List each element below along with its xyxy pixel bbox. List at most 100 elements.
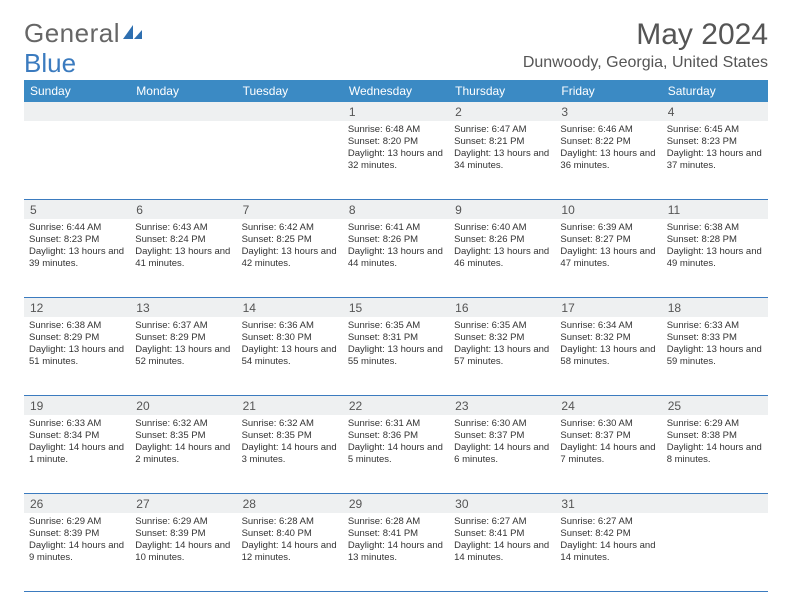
day-number: 17 bbox=[555, 298, 661, 317]
sunset-line: Sunset: 8:27 PM bbox=[560, 234, 656, 246]
day-number: 14 bbox=[237, 298, 343, 317]
sunrise-line: Sunrise: 6:29 AM bbox=[29, 516, 125, 528]
daynum-row: 262728293031 bbox=[24, 494, 768, 513]
day-cell: Sunrise: 6:30 AMSunset: 8:37 PMDaylight:… bbox=[555, 415, 661, 493]
daylight-line: Daylight: 13 hours and 49 minutes. bbox=[667, 246, 763, 270]
sunrise-line: Sunrise: 6:31 AM bbox=[348, 418, 444, 430]
sunrise-line: Sunrise: 6:38 AM bbox=[29, 320, 125, 332]
daynum-row: 567891011 bbox=[24, 200, 768, 219]
sunset-line: Sunset: 8:29 PM bbox=[135, 332, 231, 344]
sunrise-line: Sunrise: 6:36 AM bbox=[242, 320, 338, 332]
day-number: 8 bbox=[343, 200, 449, 219]
sunset-line: Sunset: 8:29 PM bbox=[29, 332, 125, 344]
sunset-line: Sunset: 8:30 PM bbox=[242, 332, 338, 344]
brand-logo: General bbox=[24, 18, 144, 49]
day-cell: Sunrise: 6:38 AMSunset: 8:28 PMDaylight:… bbox=[662, 219, 768, 297]
sunrise-line: Sunrise: 6:29 AM bbox=[667, 418, 763, 430]
day-number: 7 bbox=[237, 200, 343, 219]
daylight-line: Daylight: 13 hours and 52 minutes. bbox=[135, 344, 231, 368]
day-cell: Sunrise: 6:46 AMSunset: 8:22 PMDaylight:… bbox=[555, 121, 661, 199]
day-cell: Sunrise: 6:30 AMSunset: 8:37 PMDaylight:… bbox=[449, 415, 555, 493]
day-cell: Sunrise: 6:35 AMSunset: 8:32 PMDaylight:… bbox=[449, 317, 555, 395]
day-cell: Sunrise: 6:28 AMSunset: 8:41 PMDaylight:… bbox=[343, 513, 449, 591]
day-cell: Sunrise: 6:38 AMSunset: 8:29 PMDaylight:… bbox=[24, 317, 130, 395]
sunrise-line: Sunrise: 6:40 AM bbox=[454, 222, 550, 234]
daylight-line: Daylight: 14 hours and 14 minutes. bbox=[454, 540, 550, 564]
day-number: 11 bbox=[662, 200, 768, 219]
day-cell: Sunrise: 6:29 AMSunset: 8:39 PMDaylight:… bbox=[24, 513, 130, 591]
day-number: 15 bbox=[343, 298, 449, 317]
week-4: 262728293031 Sunrise: 6:29 AM Sunset: 8:39… bbox=[24, 494, 768, 592]
daylight-line: Daylight: 14 hours and 5 minutes. bbox=[348, 442, 444, 466]
sunset-line: Sunset: 8:41 PM bbox=[454, 528, 550, 540]
sunrise-line: Sunrise: 6:41 AM bbox=[348, 222, 444, 234]
day-cell: Sunrise: 6:43 AMSunset: 8:24 PMDaylight:… bbox=[130, 219, 236, 297]
daylight-line: Daylight: 14 hours and 6 minutes. bbox=[454, 442, 550, 466]
day-cell: Sunrise: 6:34 AMSunset: 8:32 PMDaylight:… bbox=[555, 317, 661, 395]
week-2: 12131415161718Sunrise: 6:38 AMSunset: 8:… bbox=[24, 298, 768, 396]
sunrise-line: Sunrise: 6:42 AM bbox=[242, 222, 338, 234]
daylight-line: Daylight: 14 hours and 9 minutes. bbox=[29, 540, 125, 564]
day-number: 16 bbox=[449, 298, 555, 317]
daynum-row: 12131415161718 bbox=[24, 298, 768, 317]
daylight-line: Daylight: 13 hours and 34 minutes. bbox=[454, 148, 550, 172]
day-number: 21 bbox=[237, 396, 343, 415]
day-cell: Sunrise: 6:48 AMSunset: 8:20 PMDaylight:… bbox=[343, 121, 449, 199]
dow-saturday: Saturday bbox=[662, 80, 768, 102]
day-cell: Sunrise: 6:47 AMSunset: 8:21 PMDaylight:… bbox=[449, 121, 555, 199]
day-cell: Sunrise: 6:32 AMSunset: 8:35 PMDaylight:… bbox=[130, 415, 236, 493]
day-number: 26 bbox=[24, 494, 130, 513]
day-cell: Sunrise: 6:42 AMSunset: 8:25 PMDaylight:… bbox=[237, 219, 343, 297]
daylight-line: Daylight: 13 hours and 39 minutes. bbox=[29, 246, 125, 270]
day-cell: Sunrise: 6:33 AMSunset: 8:33 PMDaylight:… bbox=[662, 317, 768, 395]
daylight-line: Daylight: 13 hours and 37 minutes. bbox=[667, 148, 763, 172]
daylight-line: Daylight: 13 hours and 32 minutes. bbox=[348, 148, 444, 172]
daylight-line: Daylight: 13 hours and 42 minutes. bbox=[242, 246, 338, 270]
title-block: May 2024 Dunwoody, Georgia, United State… bbox=[523, 18, 768, 72]
day-number: 29 bbox=[343, 494, 449, 513]
week-body: Sunrise: 6:29 AM Sunset: 8:39 PM Daylight:… bbox=[24, 513, 768, 592]
day-number bbox=[24, 102, 130, 121]
dow-sunday: Sunday bbox=[24, 80, 130, 102]
location-text: Dunwoody, Georgia, United States bbox=[523, 54, 768, 72]
sunrise-line: Sunrise: 6:39 AM bbox=[560, 222, 656, 234]
daylight-line: Daylight: 13 hours and 51 minutes. bbox=[29, 344, 125, 368]
daylight-line: Daylight: 13 hours and 57 minutes. bbox=[454, 344, 550, 368]
sunrise-line: Sunrise: 6:30 AM bbox=[454, 418, 550, 430]
day-number bbox=[237, 102, 343, 121]
sunset-line: Sunset: 8:39 PM bbox=[135, 528, 231, 540]
sunset-line: Sunset: 8:34 PM bbox=[29, 430, 125, 442]
sunrise-line: Sunrise: 6:28 AM bbox=[348, 516, 444, 528]
day-number: 12 bbox=[24, 298, 130, 317]
day-number: 25 bbox=[662, 396, 768, 415]
day-cell bbox=[662, 513, 768, 591]
sunset-line: Sunset: 8:35 PM bbox=[135, 430, 231, 442]
daylight-line: Daylight: 14 hours and 12 minutes. bbox=[242, 540, 338, 564]
day-cell: Sunrise: 6:27 AMSunset: 8:41 PMDaylight:… bbox=[449, 513, 555, 591]
day-cell bbox=[24, 121, 130, 199]
day-number: 24 bbox=[555, 396, 661, 415]
day-cell: Sunrise: 6:33 AMSunset: 8:34 PMDaylight:… bbox=[24, 415, 130, 493]
sunset-line: Sunset: 8:32 PM bbox=[454, 332, 550, 344]
week-1: 567891011Sunrise: 6:44 AMSunset: 8:23 PM… bbox=[24, 200, 768, 298]
day-cell: Sunrise: 6:27 AMSunset: 8:42 PMDaylight:… bbox=[555, 513, 661, 591]
week-body: Sunrise: 6:48 AMSunset: 8:20 PMDaylight:… bbox=[24, 121, 768, 200]
daylight-line: Daylight: 14 hours and 13 minutes. bbox=[348, 540, 444, 564]
day-cell: Sunrise: 6:44 AMSunset: 8:23 PMDaylight:… bbox=[24, 219, 130, 297]
sunrise-line: Sunrise: 6:32 AM bbox=[242, 418, 338, 430]
sunset-line: Sunset: 8:40 PM bbox=[242, 528, 338, 540]
daylight-line: Daylight: 14 hours and 14 minutes. bbox=[560, 540, 656, 564]
sunrise-line: Sunrise: 6:33 AM bbox=[667, 320, 763, 332]
sunrise-line: Sunrise: 6:43 AM bbox=[135, 222, 231, 234]
day-number: 30 bbox=[449, 494, 555, 513]
day-cell: Sunrise: 6:32 AMSunset: 8:35 PMDaylight:… bbox=[237, 415, 343, 493]
calendar: SundayMondayTuesdayWednesdayThursdayFrid… bbox=[24, 80, 768, 592]
day-number: 13 bbox=[130, 298, 236, 317]
daylight-line: Daylight: 14 hours and 1 minute. bbox=[29, 442, 125, 466]
sunset-line: Sunset: 8:31 PM bbox=[348, 332, 444, 344]
sunset-line: Sunset: 8:22 PM bbox=[560, 136, 656, 148]
day-number: 27 bbox=[130, 494, 236, 513]
week-body: Sunrise: 6:38 AMSunset: 8:29 PMDaylight:… bbox=[24, 317, 768, 396]
daylight-line: Daylight: 14 hours and 2 minutes. bbox=[135, 442, 231, 466]
sunrise-line: Sunrise: 6:33 AM bbox=[29, 418, 125, 430]
